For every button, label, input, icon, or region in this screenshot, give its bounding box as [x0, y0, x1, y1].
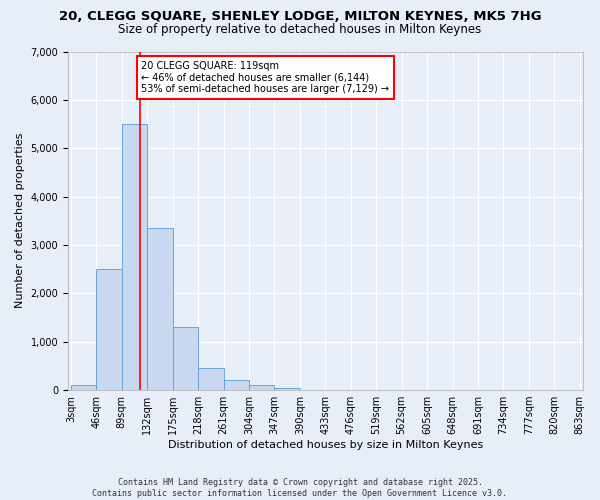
Y-axis label: Number of detached properties: Number of detached properties	[15, 133, 25, 308]
Bar	[122, 124, 147, 390]
Bar	[71, 385, 97, 390]
Bar	[274, 388, 300, 390]
Bar	[198, 368, 224, 390]
Bar	[249, 385, 274, 390]
Bar	[147, 228, 173, 390]
Bar	[173, 327, 198, 390]
Text: 20, CLEGG SQUARE, SHENLEY LODGE, MILTON KEYNES, MK5 7HG: 20, CLEGG SQUARE, SHENLEY LODGE, MILTON …	[59, 10, 541, 23]
X-axis label: Distribution of detached houses by size in Milton Keynes: Distribution of detached houses by size …	[168, 440, 483, 450]
Bar	[97, 269, 122, 390]
Text: 20 CLEGG SQUARE: 119sqm
← 46% of detached houses are smaller (6,144)
53% of semi: 20 CLEGG SQUARE: 119sqm ← 46% of detache…	[142, 61, 389, 94]
Text: Size of property relative to detached houses in Milton Keynes: Size of property relative to detached ho…	[118, 22, 482, 36]
Bar	[224, 380, 249, 390]
Text: Contains HM Land Registry data © Crown copyright and database right 2025.
Contai: Contains HM Land Registry data © Crown c…	[92, 478, 508, 498]
